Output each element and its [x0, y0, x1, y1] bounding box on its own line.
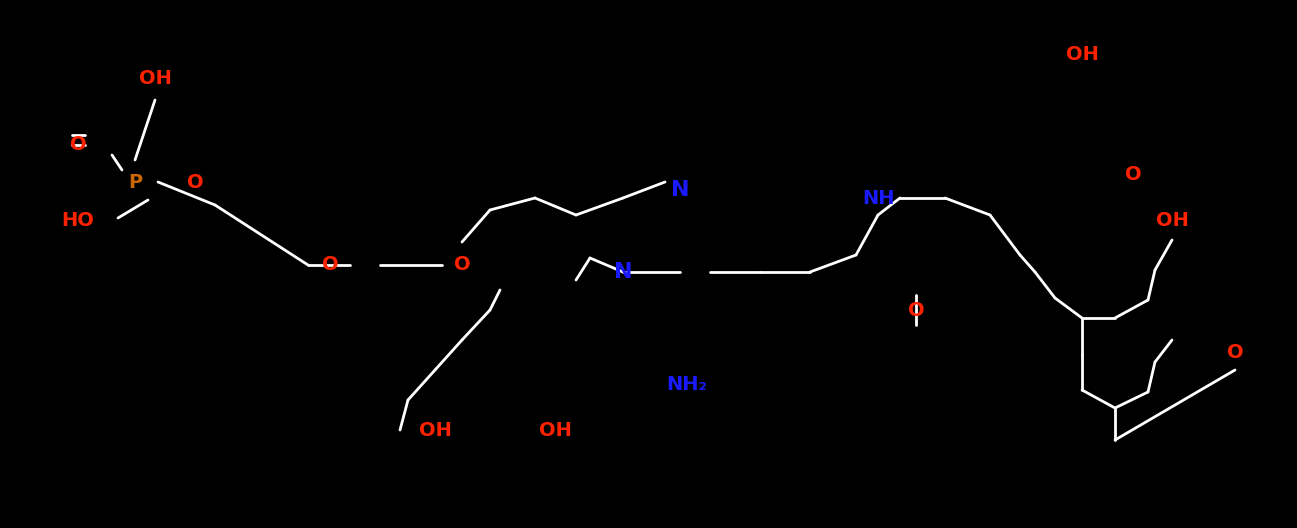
- Text: O: O: [454, 256, 471, 275]
- Text: N: N: [613, 262, 632, 282]
- Text: HO: HO: [61, 211, 95, 230]
- Text: OH: OH: [538, 420, 572, 439]
- Text: P: P: [128, 173, 143, 192]
- Text: OH: OH: [1156, 211, 1188, 230]
- Text: NH₂: NH₂: [667, 375, 707, 394]
- Text: O: O: [1124, 165, 1141, 184]
- Text: OH: OH: [139, 69, 171, 88]
- Text: O: O: [1227, 343, 1244, 362]
- Text: O: O: [70, 136, 87, 155]
- Text: NH: NH: [861, 188, 894, 208]
- Text: O: O: [908, 300, 925, 319]
- Text: N: N: [671, 180, 689, 200]
- Text: OH: OH: [1066, 45, 1099, 64]
- Text: OH: OH: [419, 420, 451, 439]
- Text: O: O: [187, 173, 204, 192]
- Text: O: O: [322, 256, 339, 275]
